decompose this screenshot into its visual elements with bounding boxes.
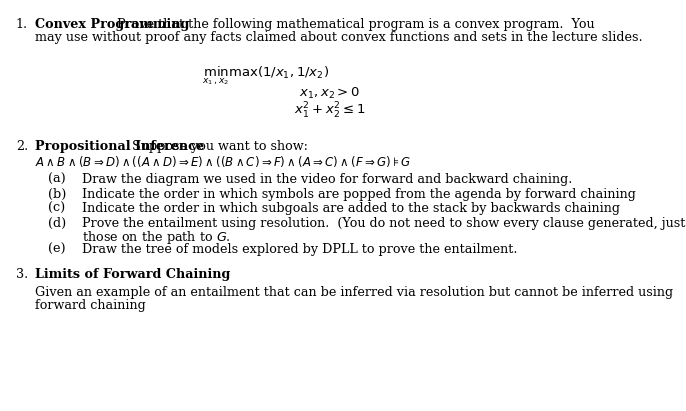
Text: (e): (e) bbox=[48, 243, 65, 256]
Text: those on the path to $G$.: those on the path to $G$. bbox=[82, 229, 231, 246]
Text: may use without proof any facts claimed about convex functions and sets in the l: may use without proof any facts claimed … bbox=[34, 31, 642, 44]
Text: $A \wedge B \wedge (B \Rightarrow D) \wedge ((A \wedge D) \Rightarrow E) \wedge : $A \wedge B \wedge (B \Rightarrow D) \we… bbox=[34, 154, 411, 169]
Text: Prove the entailment using resolution.  (You do not need to show every clause ge: Prove the entailment using resolution. (… bbox=[82, 217, 686, 230]
Text: $x_1, x_2 > 0$: $x_1, x_2 > 0$ bbox=[299, 86, 360, 102]
Text: Propositional Inference: Propositional Inference bbox=[34, 140, 204, 153]
Text: Suppose you want to show:: Suppose you want to show: bbox=[128, 140, 307, 153]
Text: forward chaining: forward chaining bbox=[34, 299, 145, 312]
Text: (c): (c) bbox=[48, 202, 65, 215]
Text: (a): (a) bbox=[48, 173, 66, 187]
Text: 2.: 2. bbox=[16, 140, 28, 153]
Text: (d): (d) bbox=[48, 217, 66, 230]
Text: Prove that the following mathematical program is a convex program.  You: Prove that the following mathematical pr… bbox=[113, 18, 595, 32]
Text: Limits of Forward Chaining: Limits of Forward Chaining bbox=[34, 268, 230, 281]
Text: 1.: 1. bbox=[16, 18, 28, 32]
Text: Draw the diagram we used in the video for forward and backward chaining.: Draw the diagram we used in the video fo… bbox=[82, 173, 573, 187]
Text: (b): (b) bbox=[48, 188, 67, 201]
Text: Draw the tree of models explored by DPLL to prove the entailment.: Draw the tree of models explored by DPLL… bbox=[82, 243, 518, 256]
Text: $x_1^2 + x_2^2 \leq 1$: $x_1^2 + x_2^2 \leq 1$ bbox=[294, 101, 366, 121]
Text: Indicate the order in which subgoals are added to the stack by backwards chainin: Indicate the order in which subgoals are… bbox=[82, 202, 620, 215]
Text: Convex Programming: Convex Programming bbox=[34, 18, 189, 32]
Text: $\min_{x_1, x_2} \max(1/x_1, 1/x_2)$: $\min_{x_1, x_2} \max(1/x_1, 1/x_2)$ bbox=[202, 64, 329, 87]
Text: Given an example of an entailment that can be inferred via resolution but cannot: Given an example of an entailment that c… bbox=[34, 286, 673, 299]
Text: 3.: 3. bbox=[16, 268, 28, 281]
Text: Indicate the order in which symbols are popped from the agenda by forward chaini: Indicate the order in which symbols are … bbox=[82, 188, 637, 201]
